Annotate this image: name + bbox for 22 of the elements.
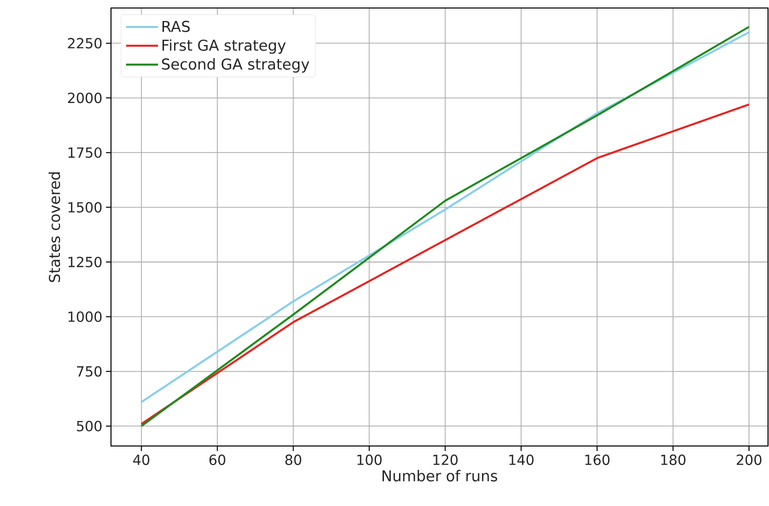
x-tick-label: 60 <box>209 454 226 466</box>
x-axis-title: Number of runs <box>382 470 498 482</box>
x-tick-label: 120 <box>433 454 458 466</box>
x-tick-label: 140 <box>509 454 534 466</box>
x-tick-label: 80 <box>285 454 302 466</box>
x-tick-label: 180 <box>661 454 686 466</box>
x-tick-label: 200 <box>736 454 762 466</box>
x-tick-label: 100 <box>357 454 382 466</box>
x-tick-label: 40 <box>133 454 150 466</box>
legend-label: RAS <box>162 20 190 32</box>
legend-label: Second GA strategy <box>162 58 310 73</box>
y-tick-label: 2000 <box>68 92 102 104</box>
y-tick-label: 750 <box>77 366 102 377</box>
x-tick-label: 160 <box>585 454 610 466</box>
y-tick-label: 1000 <box>68 311 102 322</box>
legend-label: First GA strategy <box>162 39 286 54</box>
y-tick-label: 1250 <box>68 256 102 268</box>
y-tick-label: 1500 <box>68 202 102 213</box>
y-tick-label: 2250 <box>68 38 102 48</box>
y-tick-label: 500 <box>76 420 102 432</box>
y-axis-title: States covered <box>48 172 60 282</box>
y-tick-label: 1750 <box>68 147 102 158</box>
